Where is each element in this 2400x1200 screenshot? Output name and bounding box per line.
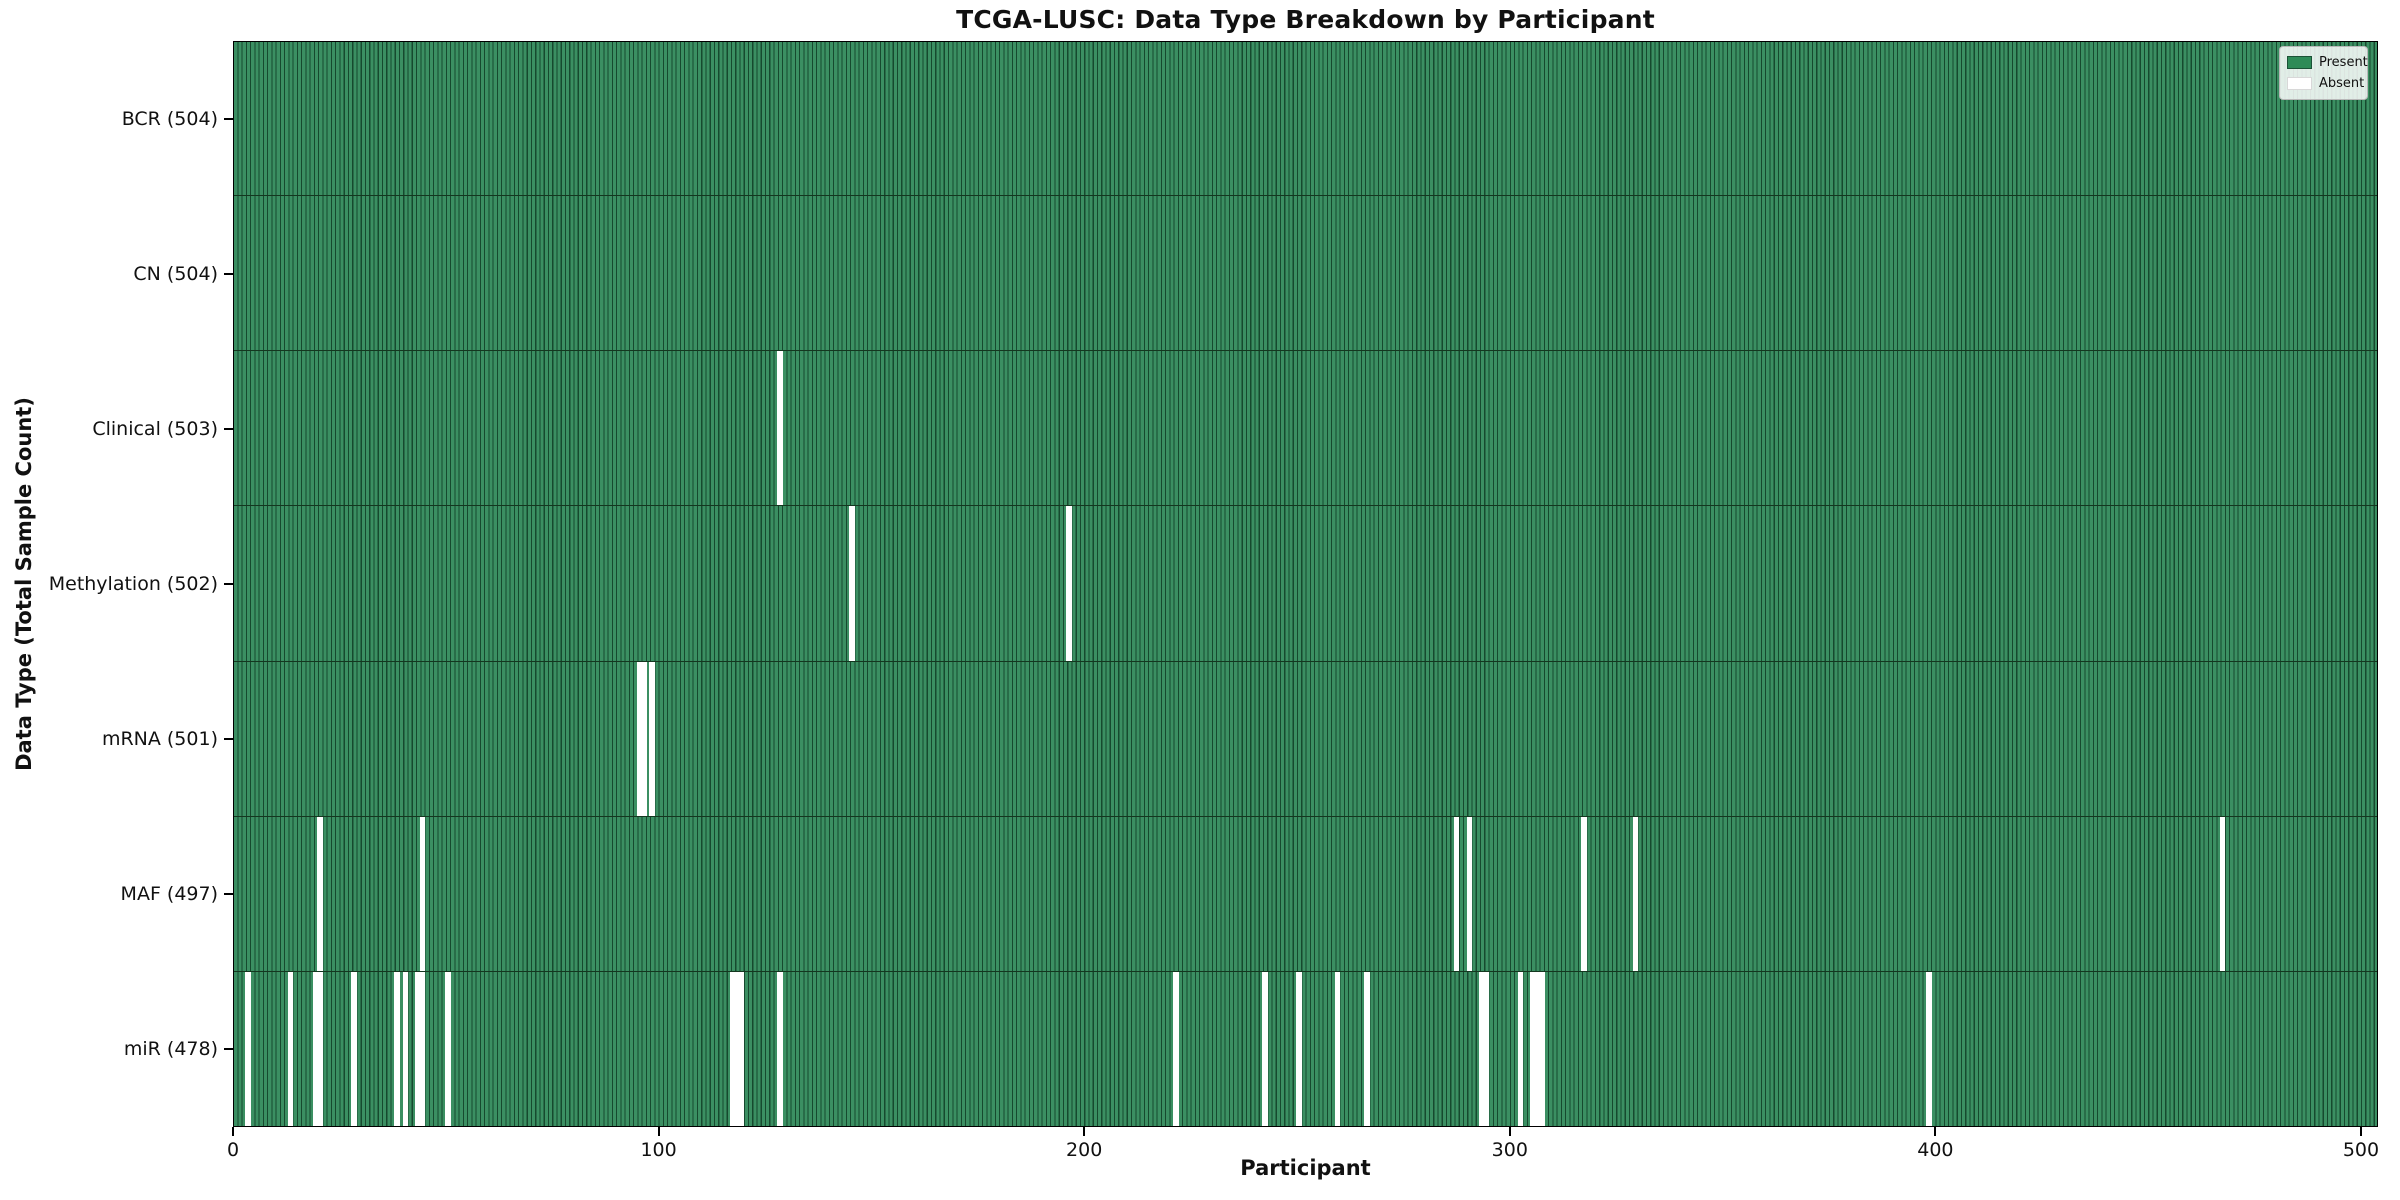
legend-entry-present: Present <box>2287 52 2368 73</box>
absent-cell <box>351 971 358 1127</box>
absent-cell <box>1632 816 1639 971</box>
absent-cell <box>649 661 656 816</box>
x-tick-mark <box>1083 1127 1086 1136</box>
y-tick-mark <box>224 738 233 741</box>
absent-cell <box>1262 971 1268 1127</box>
absent-cell <box>419 971 426 1127</box>
y-tick-label: mRNA (501) <box>101 728 218 751</box>
heatmap-row-MAF <box>233 816 2378 972</box>
y-tick-mark <box>224 427 233 430</box>
absent-cell <box>1364 971 1371 1127</box>
heatmap-row-Clinical <box>233 351 2378 507</box>
legend: Present Absent <box>2279 46 2368 100</box>
absent-cell <box>640 661 647 816</box>
heatmap-row-Methylation <box>233 506 2378 662</box>
y-tick-label: Methylation (502) <box>48 573 218 595</box>
absent-cell <box>287 971 294 1127</box>
absent-cell <box>2219 816 2226 971</box>
chart-title: TCGA-LUSC: Data Type Breakdown by Partic… <box>956 5 1655 34</box>
absent-cell <box>777 971 783 1127</box>
x-tick-label: 200 <box>1066 1139 1103 1161</box>
heatmap-row-CN <box>233 196 2378 352</box>
y-tick-mark <box>224 1048 233 1051</box>
y-tick-label: BCR (504) <box>121 107 218 130</box>
absent-cell <box>1538 971 1545 1127</box>
x-tick-mark <box>1934 1127 1937 1136</box>
legend-present-label: Present <box>2319 55 2368 70</box>
absent-cell <box>1066 506 1073 661</box>
absent-cell <box>738 971 745 1127</box>
y-tick-mark <box>224 117 233 120</box>
absent-cell <box>419 816 426 971</box>
x-tick-label: 300 <box>1491 1139 1528 1161</box>
heatmap-row-miR <box>233 971 2378 1127</box>
absent-cell <box>1530 971 1536 1127</box>
absent-cell <box>1926 971 1932 1127</box>
x-axis-label: Participant <box>1240 1156 1371 1180</box>
x-tick-label: 500 <box>2342 1139 2380 1161</box>
absent-cell <box>1466 816 1473 971</box>
y-tick-label: miR (478) <box>123 1038 218 1061</box>
x-tick-mark <box>232 1127 234 1136</box>
y-tick-label: CN (504) <box>133 262 218 285</box>
legend-present-swatch <box>2287 56 2312 69</box>
absent-cell <box>1581 816 1588 971</box>
absent-cell <box>402 971 409 1127</box>
x-tick-label: 0 <box>226 1139 240 1161</box>
absent-cell <box>317 971 324 1127</box>
legend-absent-label: Absent <box>2319 76 2365 91</box>
y-tick-mark <box>224 272 233 275</box>
absent-cell <box>636 661 643 816</box>
absent-cell <box>849 506 856 661</box>
absent-cell <box>1453 816 1460 971</box>
y-tick-mark <box>224 893 233 896</box>
y-tick-label: Clinical (503) <box>92 417 218 440</box>
x-tick-mark <box>1508 1127 1511 1136</box>
absent-cell <box>394 971 400 1127</box>
absent-cell <box>1172 971 1179 1127</box>
x-tick-mark <box>2359 1127 2362 1136</box>
absent-cell <box>313 971 319 1127</box>
legend-absent-swatch <box>2287 77 2312 90</box>
x-tick-label: 100 <box>640 1139 677 1161</box>
absent-cell <box>777 351 783 506</box>
y-tick-label: MAF (497) <box>120 883 218 906</box>
absent-cell <box>445 971 451 1127</box>
absent-cell <box>734 971 741 1127</box>
absent-cell <box>1483 971 1490 1127</box>
heatmap-row-BCR <box>233 41 2378 197</box>
absent-cell <box>1479 971 1485 1127</box>
absent-cell <box>1534 971 1541 1127</box>
absent-cell <box>730 971 736 1127</box>
absent-cell <box>245 971 251 1127</box>
x-tick-mark <box>657 1127 660 1136</box>
plot-area <box>233 41 2378 1127</box>
absent-cell <box>1517 971 1524 1127</box>
absent-cell <box>1334 971 1341 1127</box>
absent-cell <box>415 971 421 1127</box>
legend-entry-absent: Absent <box>2287 73 2364 94</box>
y-tick-mark <box>224 583 233 585</box>
absent-cell <box>317 816 324 971</box>
absent-cell <box>1296 971 1302 1127</box>
heatmap-row-mRNA <box>233 661 2378 817</box>
x-tick-label: 400 <box>1917 1139 1954 1161</box>
